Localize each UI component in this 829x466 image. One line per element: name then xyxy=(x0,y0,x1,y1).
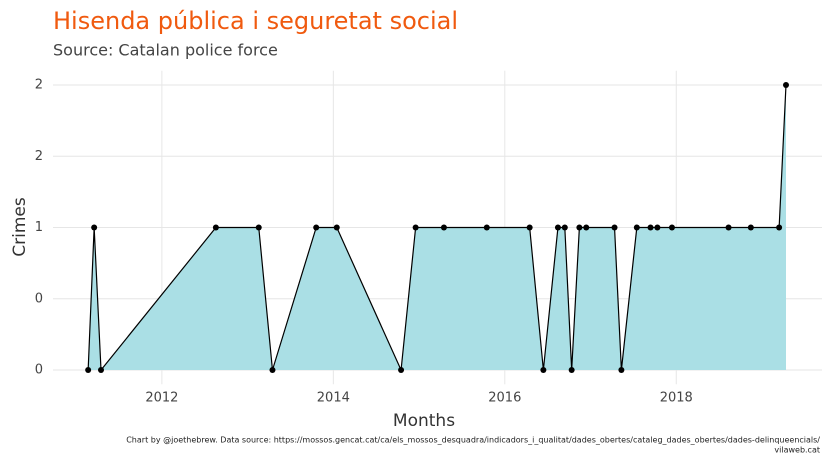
y-tick-label: 1 xyxy=(35,220,43,235)
point xyxy=(212,224,219,231)
chart-subtitle: Source: Catalan police force xyxy=(53,41,278,60)
chart-title: Hisenda pública i seguretat social xyxy=(53,7,458,35)
point xyxy=(269,367,276,373)
point xyxy=(412,224,419,231)
point xyxy=(313,224,320,231)
y-tick-label: 2 xyxy=(35,149,43,164)
point xyxy=(668,224,675,231)
point xyxy=(611,224,618,231)
point xyxy=(398,367,405,373)
y-tick-label: 2 xyxy=(35,78,43,93)
point xyxy=(561,224,568,231)
y-tick-label: 0 xyxy=(35,363,43,378)
point xyxy=(440,224,447,231)
point xyxy=(255,224,262,231)
point xyxy=(554,224,561,231)
point xyxy=(782,82,789,88)
point xyxy=(540,367,547,373)
point xyxy=(776,224,783,231)
caption: vilaweb.cat xyxy=(774,446,820,455)
x-tick-label: 2016 xyxy=(488,391,521,406)
point xyxy=(333,224,340,231)
point xyxy=(583,224,590,231)
point xyxy=(633,224,640,231)
point xyxy=(98,367,105,373)
point xyxy=(647,224,654,231)
point xyxy=(85,367,92,373)
point xyxy=(725,224,732,231)
point xyxy=(576,224,583,231)
x-tick-label: 2014 xyxy=(317,391,350,406)
x-axis-label: Months xyxy=(393,411,455,431)
point xyxy=(568,367,575,373)
x-tick-label: 2018 xyxy=(660,391,693,406)
point xyxy=(747,224,754,231)
point xyxy=(526,224,533,231)
point xyxy=(654,224,661,231)
y-tick-label: 0 xyxy=(35,291,43,306)
x-tick-label: 2012 xyxy=(145,391,178,406)
point xyxy=(483,224,490,231)
caption: Chart by @joethebrew. Data source: https… xyxy=(126,436,820,445)
point xyxy=(618,367,625,373)
point xyxy=(91,224,98,231)
y-axis-label: Crimes xyxy=(10,197,30,257)
